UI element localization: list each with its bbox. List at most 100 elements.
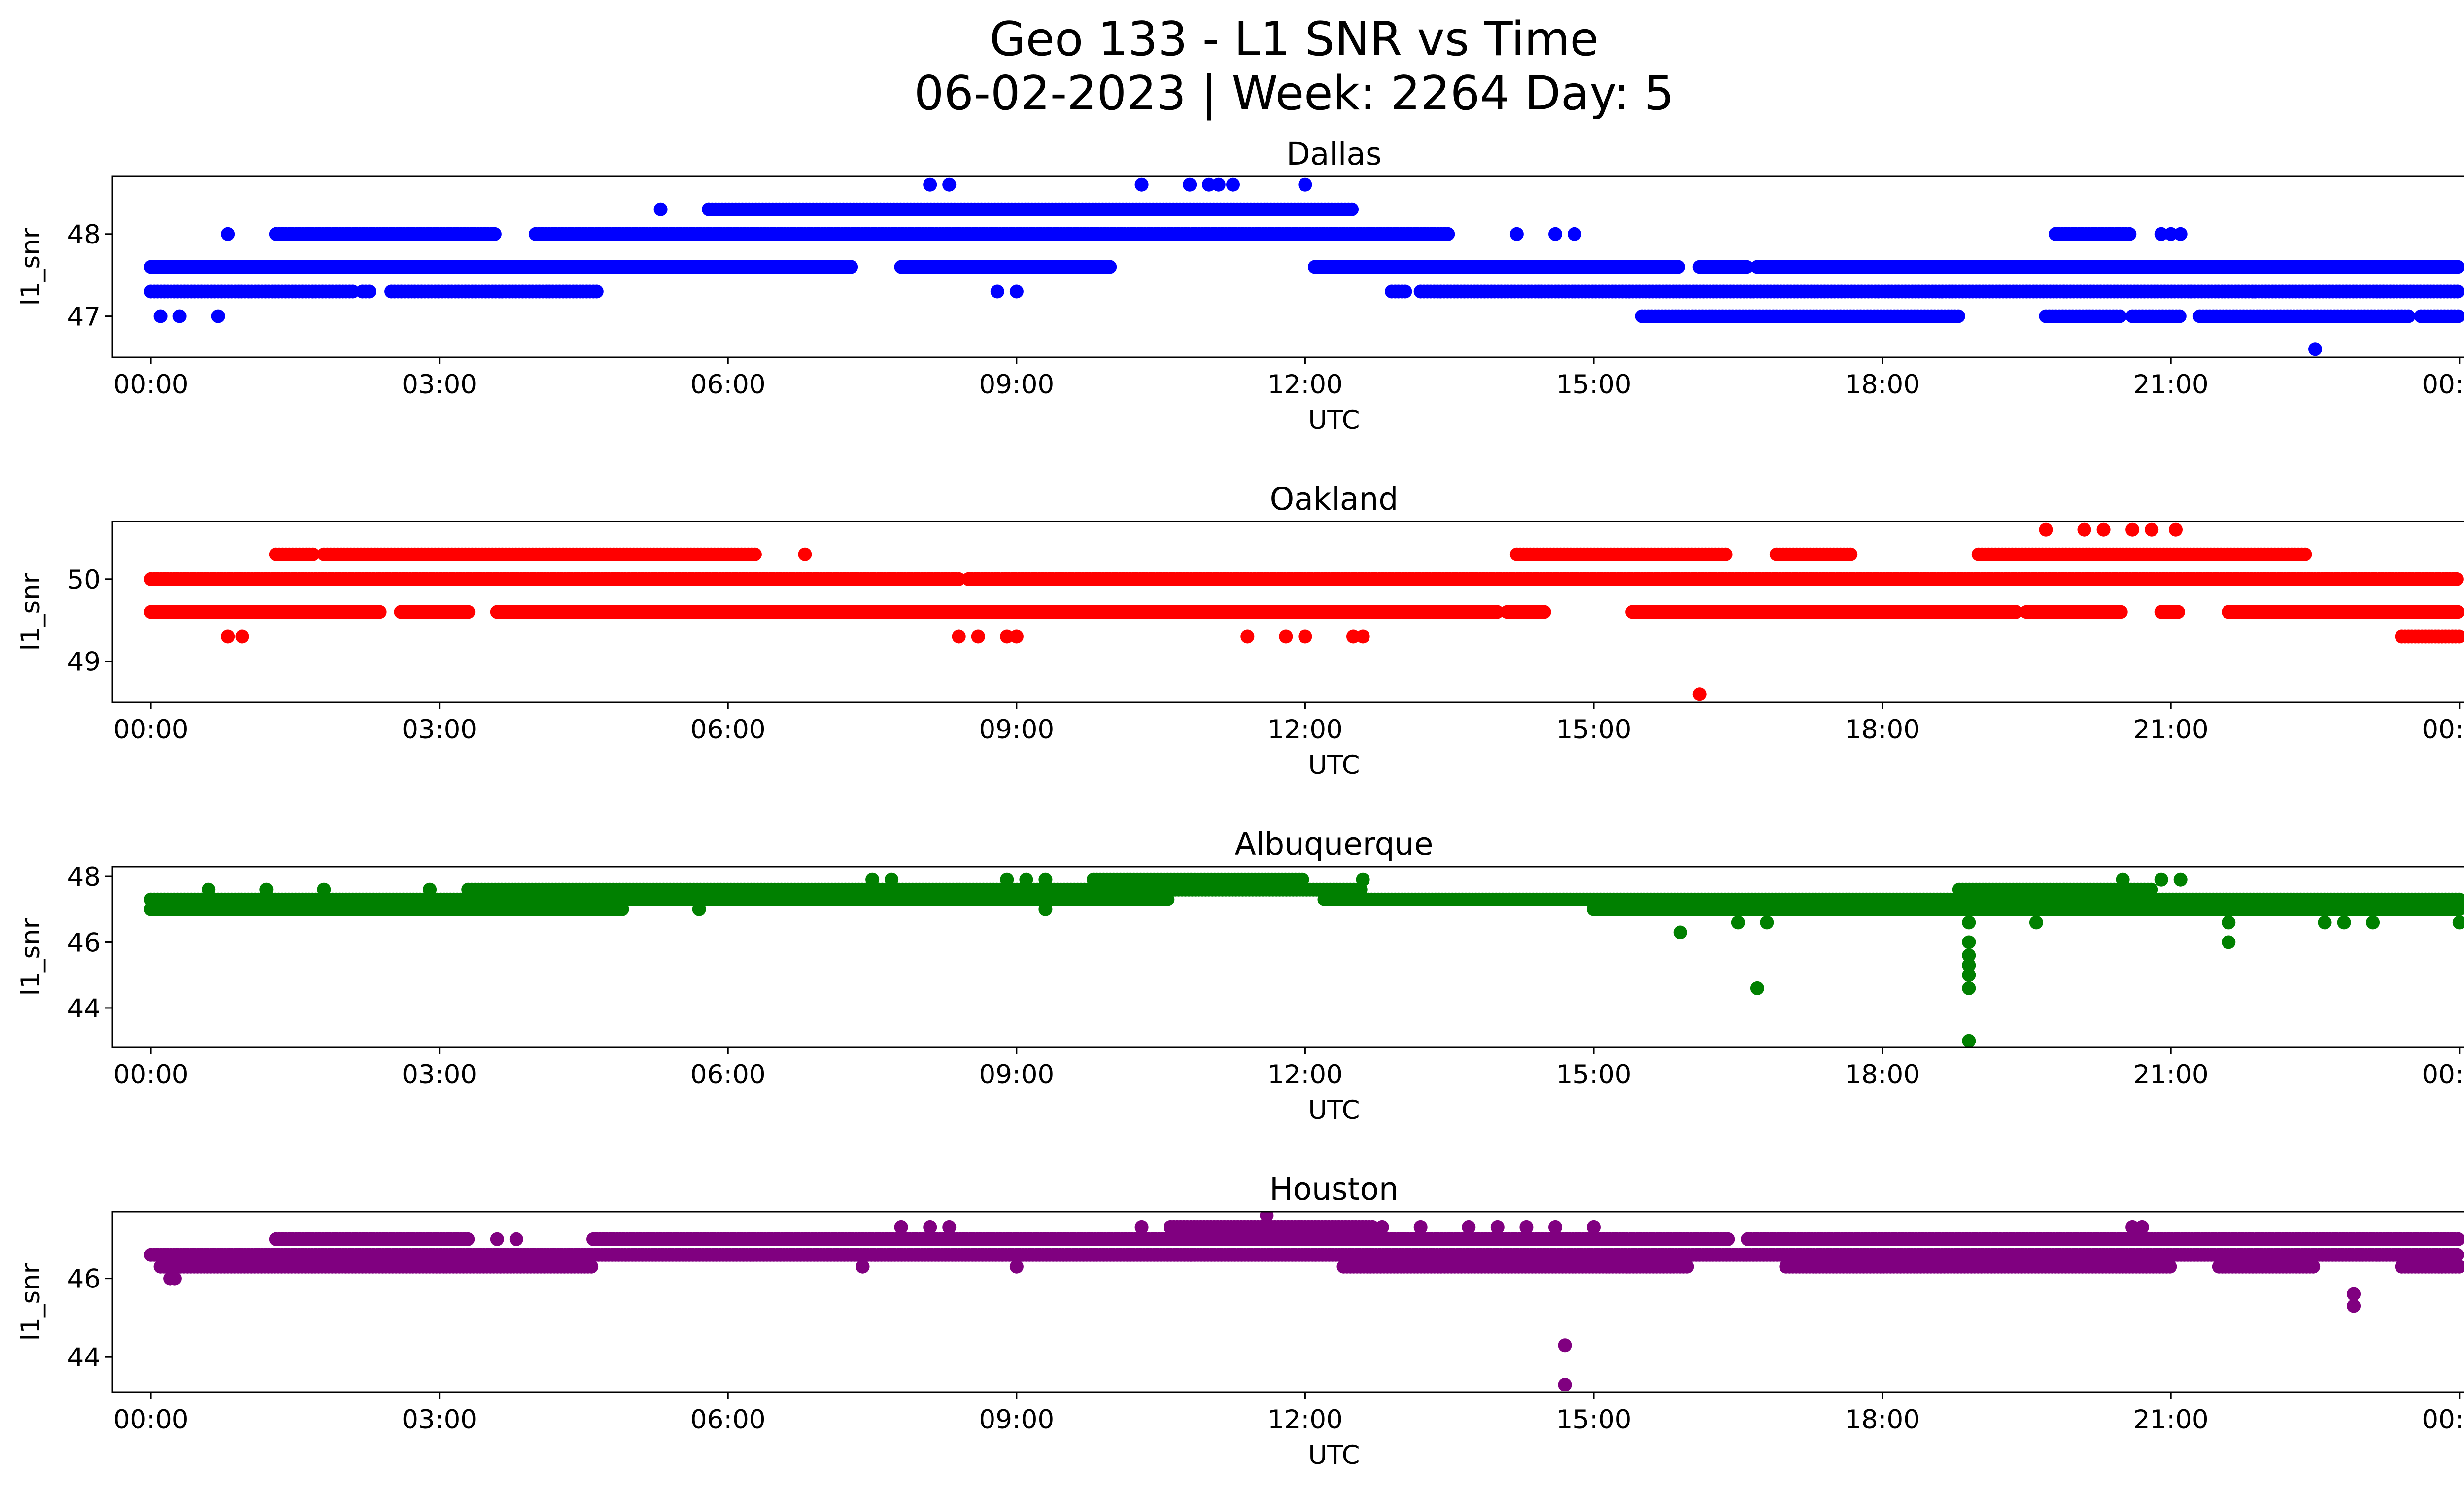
data-point	[2144, 882, 2158, 897]
x-axis-label: UTC	[1308, 750, 1360, 780]
data-point	[153, 309, 168, 323]
data-point	[1019, 872, 1033, 887]
x-tick-label: 18:00	[1845, 715, 1920, 745]
x-tick-label: 00:00	[2422, 370, 2464, 400]
data-point	[1346, 629, 1360, 644]
data-point	[2154, 227, 2168, 241]
data-point	[317, 882, 331, 897]
data-point	[748, 547, 762, 561]
data-point	[2114, 605, 2128, 619]
data-point	[362, 284, 376, 299]
data-point	[2308, 342, 2322, 356]
data-point	[1295, 872, 1309, 887]
data-point	[1038, 902, 1053, 916]
data-point	[1038, 872, 1053, 887]
x-axis-label: UTC	[1308, 405, 1360, 435]
data-point	[2452, 892, 2464, 906]
data-point	[1009, 629, 1024, 644]
data-point	[211, 309, 225, 323]
x-tick-label: 00:00	[113, 715, 189, 745]
data-point	[844, 260, 858, 274]
data-point	[2452, 629, 2464, 644]
data-point	[2122, 227, 2137, 241]
x-tick-label: 12:00	[1267, 715, 1343, 745]
data-point	[487, 227, 502, 241]
data-point	[1103, 260, 1117, 274]
data-point	[1298, 629, 1312, 644]
x-tick-label: 00:00	[113, 370, 189, 400]
x-tick-label: 03:00	[402, 370, 477, 400]
data-point	[172, 309, 187, 323]
data-point	[2077, 522, 2091, 537]
x-tick-label: 15:00	[1556, 370, 1632, 400]
axes-frame	[111, 521, 2464, 703]
data-point	[2173, 872, 2188, 887]
data-point	[2169, 522, 2183, 537]
x-tick-label: 18:00	[1845, 370, 1920, 400]
data-point	[1279, 629, 1293, 644]
data-point	[423, 882, 437, 897]
data-point	[990, 284, 1004, 299]
x-tick-label: 21:00	[2133, 715, 2209, 745]
data-point	[2009, 605, 2023, 619]
y-tick-label: 50	[68, 565, 101, 595]
data-point	[1740, 260, 1754, 274]
data-point	[1134, 177, 1149, 192]
data-point	[2171, 605, 2185, 619]
x-tick-label: 06:00	[690, 715, 766, 745]
data-point	[1356, 872, 1370, 887]
data-point	[798, 547, 812, 561]
x-tick-label: 06:00	[690, 370, 766, 400]
data-point	[653, 202, 668, 216]
data-point	[202, 882, 216, 897]
data-point	[373, 605, 387, 619]
data-point	[306, 547, 320, 561]
data-point	[346, 284, 360, 299]
data-point	[865, 872, 880, 887]
data-point	[702, 202, 716, 216]
data-point	[2116, 872, 2130, 887]
data-point	[1298, 177, 1312, 192]
subplot-title: Oakland	[1270, 481, 1399, 517]
data-point	[923, 177, 937, 192]
data-point	[2145, 522, 2159, 537]
data-point	[2450, 284, 2464, 299]
data-point	[1202, 177, 1216, 192]
data-point	[1000, 629, 1014, 644]
data-point	[1718, 547, 1733, 561]
data-point	[1568, 227, 1581, 241]
subplot-panels: Dallas 00:00 03:00 06:00 09:00 12:00 15:00 18:0…	[16, 136, 2464, 1470]
x-tick-label: 09:00	[979, 370, 1054, 400]
x-tick-label: 21:00	[2133, 370, 2209, 400]
data-point	[1548, 227, 1562, 241]
data-point	[1356, 629, 1370, 644]
data-point	[2096, 522, 2111, 537]
data-point	[1000, 872, 1014, 887]
subplot-title: Dallas	[1286, 136, 1382, 172]
data-point	[2401, 309, 2416, 323]
data-point	[2449, 572, 2464, 586]
data-point	[2173, 227, 2188, 241]
figure-title-line1: Geo 133 - L1 SNR vs Time	[990, 12, 1599, 67]
data-point	[2154, 872, 2168, 887]
data-point	[692, 902, 706, 916]
data-point	[2113, 309, 2127, 323]
x-tick-label: 00:00	[2422, 715, 2464, 745]
y-axis-label: l1_snr	[16, 573, 46, 651]
data-point	[1183, 177, 1197, 192]
data-point	[1240, 629, 1255, 644]
data-point	[1226, 177, 1240, 192]
y-tick-label: 48	[68, 220, 101, 250]
data-point	[1844, 547, 1858, 561]
scatter-points	[144, 177, 2464, 356]
data-point	[235, 629, 249, 644]
data-point	[221, 227, 235, 241]
figure-title-line2: 06-02-2023 | Week: 2264 Day: 5	[914, 67, 1674, 121]
data-point	[952, 572, 966, 586]
scatter-points	[144, 872, 2464, 1047]
data-point	[259, 882, 274, 897]
